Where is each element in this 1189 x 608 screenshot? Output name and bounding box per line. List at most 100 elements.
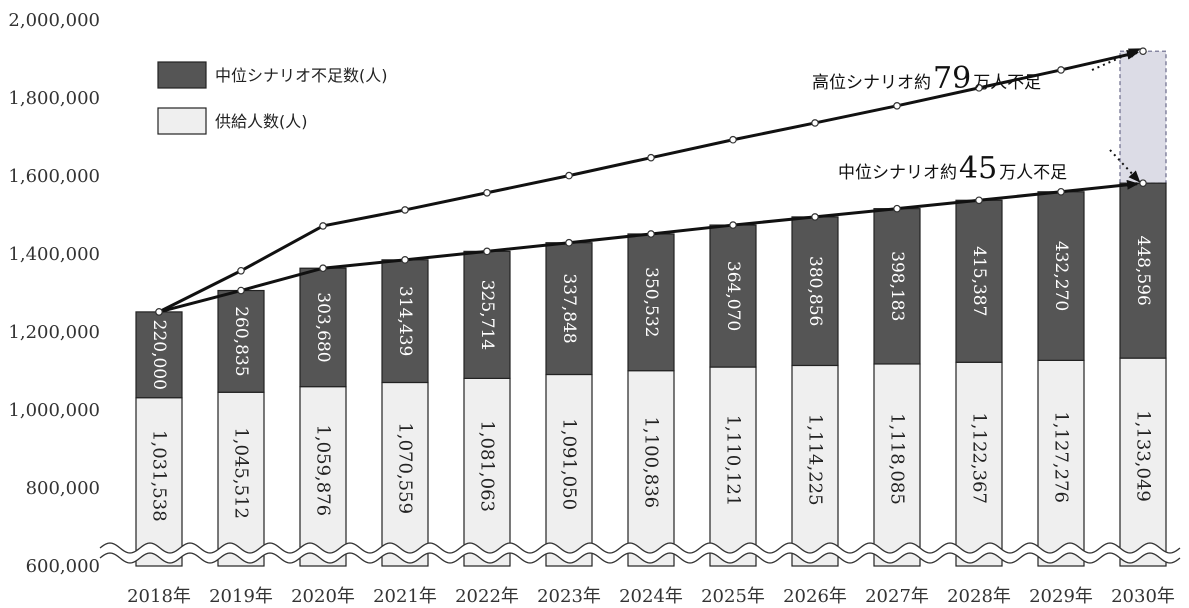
trend-line-arrow	[1060, 49, 1139, 72]
bar-supply	[955, 361, 1003, 567]
trend-point	[483, 188, 491, 197]
bar-supply-label: 1,059,876	[313, 425, 334, 517]
bar-shortage-label: 220,000	[149, 320, 169, 390]
trend-point	[893, 204, 901, 213]
bar-supply-label: 1,031,538	[149, 430, 170, 522]
x-tick-label: 2021年	[373, 586, 437, 607]
bar-shortage-label: 314,439	[395, 286, 415, 356]
trend-point	[647, 230, 655, 238]
bar-shortage	[1119, 182, 1167, 359]
trend-point	[565, 238, 573, 247]
legend: 中位シナリオ不足数(人) 供給人数(人)	[157, 61, 388, 135]
gap-box	[1119, 50, 1167, 184]
bar-supply	[545, 373, 593, 567]
bar-shortage-label: 260,835	[231, 306, 251, 376]
bar-shortage	[463, 250, 511, 379]
x-tick-label: 2029年	[1029, 586, 1093, 607]
bar-shortage-label: 380,856	[805, 256, 825, 326]
bar-supply-label: 1,070,559	[395, 422, 416, 514]
trend-point	[893, 102, 901, 110]
trend-point	[975, 196, 983, 205]
bar-shortage	[873, 208, 921, 365]
y-tick-label: 1,600,000	[8, 166, 100, 187]
x-tick-label: 2027年	[865, 586, 929, 607]
trend-lines-layer	[155, 47, 1147, 316]
trend-point	[565, 171, 573, 180]
annotation-leader	[1109, 149, 1141, 183]
trend-point	[1057, 66, 1065, 74]
legend-label: 中位シナリオ不足数(人)	[215, 66, 388, 85]
bar-shortage	[1037, 191, 1085, 361]
y-tick-label: 1,000,000	[8, 400, 100, 421]
bar-shortage	[299, 267, 347, 388]
x-tick-label: 2023年	[537, 586, 601, 607]
trend-point	[401, 256, 409, 264]
bar-shortage	[135, 311, 183, 399]
y-tick-label: 1,800,000	[8, 88, 100, 109]
legend-label: 供給人数(人)	[215, 112, 308, 131]
trend-point	[237, 266, 245, 275]
bar-supply	[873, 363, 921, 567]
bar-supply	[1119, 357, 1167, 567]
bar-shortage	[709, 224, 757, 368]
trend-line	[158, 190, 1062, 314]
y-tick-label: 1,400,000	[8, 244, 100, 265]
trend-point	[975, 84, 983, 92]
y-axis: 600,000 800,000 1,000,000 1,200,000 1,400,00…	[8, 10, 100, 577]
x-tick-label: 2030年	[1111, 586, 1175, 607]
bar-shortage-label: 364,070	[723, 261, 743, 331]
bar-supply	[463, 377, 511, 567]
bar-supply	[381, 381, 429, 567]
trend-point	[729, 221, 737, 229]
bar-shortage-label: 350,532	[641, 267, 661, 337]
axis-break-band	[100, 543, 1180, 563]
bar-supply-label: 1,081,063	[477, 420, 498, 512]
x-tick-label: 2022年	[455, 586, 519, 607]
axis-break-layer	[99, 542, 1181, 564]
scenario-annotation: 高位シナリオ約79 万人不足	[812, 61, 1041, 96]
bar-shortage-label: 303,680	[313, 292, 333, 362]
bar-supply-label: 1,110,121	[723, 415, 744, 507]
trend-point	[319, 264, 327, 273]
bar-supply-label: 1,045,512	[231, 427, 252, 519]
bar-shortage-label: 448,596	[1133, 235, 1153, 305]
bar-supply-label: 1,133,049	[1133, 410, 1154, 502]
bar-supply-label: 1,091,050	[559, 418, 580, 510]
legend-swatch	[157, 61, 207, 89]
bar-supply	[299, 386, 347, 567]
bar-shortage-label: 415,387	[969, 246, 989, 316]
y-tick-label: 2,000,000	[8, 10, 100, 31]
y-tick-label: 1,200,000	[8, 322, 100, 343]
trend-point	[729, 135, 737, 144]
trend-point	[155, 308, 163, 316]
trend-point	[1057, 187, 1065, 196]
bar-supply-label: 1,122,367	[969, 412, 990, 504]
x-tick-label: 2028年	[947, 586, 1011, 607]
bar-supply	[135, 397, 183, 567]
annotation-leader	[1091, 48, 1141, 71]
gap-layer	[1119, 50, 1167, 184]
bar-supply-label: 1,118,085	[887, 413, 908, 505]
bar-supply	[627, 370, 675, 567]
trend-point	[1139, 179, 1147, 187]
trend-point	[647, 153, 655, 162]
axis-break-line-upper	[99, 542, 1181, 554]
bar-supply	[791, 364, 839, 567]
x-tick-label: 2018年	[127, 586, 191, 607]
trend-line-arrow	[1060, 179, 1139, 194]
axis-break-line-lower	[99, 552, 1181, 564]
bar-supply-label: 1,100,836	[641, 417, 662, 509]
x-tick-label: 2024年	[619, 586, 683, 607]
bars-layer: 1,031,538 220,000 1,045,512 260,835 1,059,87…	[135, 182, 1167, 567]
bar-shortage	[791, 216, 839, 367]
bar-supply-label: 1,127,276	[1051, 411, 1072, 503]
bar-shortage-label: 325,714	[477, 280, 497, 350]
trend-point	[483, 247, 491, 256]
trend-point	[401, 206, 409, 214]
y-tick-label: 800,000	[26, 478, 100, 499]
bar-shortage	[217, 289, 265, 393]
bar-shortage	[545, 242, 593, 376]
